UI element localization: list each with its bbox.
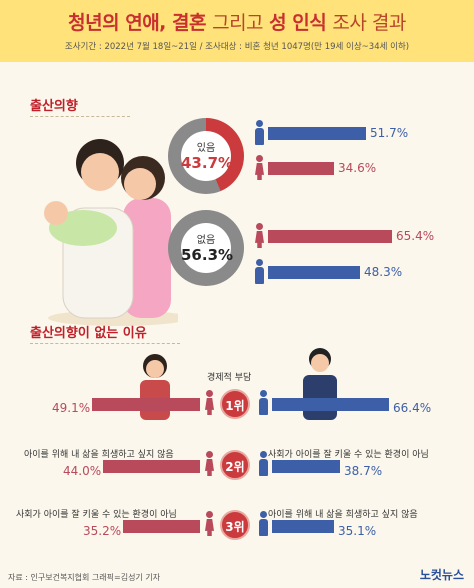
survey-info: 조사기간 : 2022년 7월 18일~21일 / 조사대상 : 비혼 청년 1… [64, 42, 410, 52]
title-main: 청년의 연애, 결혼 [68, 12, 206, 34]
value-no-female: 65.4% [396, 229, 435, 243]
donut-no-label: 없음 [196, 235, 216, 246]
bar-yes-male [268, 127, 366, 140]
header-banner: 청년의 연애, 결혼 그리고 성 인식 조사 결과 조사기간 : 2022년 7… [0, 0, 474, 62]
rank-1-badge: 1위 [220, 389, 250, 419]
value-yes-female: 34.6% [338, 161, 377, 175]
male-icon [257, 451, 269, 477]
section-divider [30, 116, 130, 117]
reason-2-female-label: 아이를 위해 내 삶을 희생하고 싶지 않음 [24, 450, 174, 460]
value-no-male: 48.3% [364, 265, 403, 279]
page-title: 청년의 연애, 결혼 그리고 성 인식 조사 결과 [0, 8, 474, 35]
bar-reason-1-female [92, 398, 200, 411]
woman-illustration [140, 354, 170, 420]
bar-reason-2-female [103, 460, 200, 473]
male-icon [257, 390, 269, 416]
rank-2-badge: 2위 [220, 450, 250, 480]
value-reason-3-female: 35.2% [83, 524, 122, 538]
donut-chart-no: 없음 56.3% [168, 210, 244, 286]
female-icon [203, 390, 215, 416]
value-reason-2-female: 44.0% [63, 464, 102, 478]
section-title-birth-intention: 출산의향 [30, 99, 78, 114]
bar-yes-female [268, 162, 334, 175]
donut-yes-value: 43.7% [181, 154, 234, 172]
donut-chart-yes: 있음 43.7% [168, 118, 244, 194]
title-suffix: 조사 결과 [332, 12, 406, 34]
bar-no-female [268, 230, 392, 243]
rank-3-badge: 3위 [220, 510, 250, 540]
female-icon [253, 223, 265, 249]
value-reason-3-male: 35.1% [338, 524, 377, 538]
bar-no-male [268, 266, 360, 279]
bar-reason-2-male [272, 460, 340, 473]
value-reason-2-male: 38.7% [344, 464, 383, 478]
section-divider [30, 343, 180, 344]
donut-no-value: 56.3% [181, 246, 234, 264]
female-icon [253, 155, 265, 181]
title-main-2: 성 인식 [269, 12, 327, 34]
male-icon [253, 259, 265, 285]
female-icon [203, 451, 215, 477]
title-connector: 그리고 [212, 12, 264, 34]
value-reason-1-male: 66.4% [393, 401, 432, 415]
reason-3-female-label: 사회가 아이를 잘 키울 수 있는 환경이 아님 [16, 510, 177, 520]
value-yes-male: 51.7% [370, 126, 409, 140]
reason-2-male-label: 사회가 아이를 잘 키울 수 있는 환경이 아님 [268, 450, 429, 460]
value-reason-1-female: 49.1% [52, 401, 91, 415]
male-icon [253, 120, 265, 146]
publisher-logo: 노컷뉴스 [419, 568, 464, 582]
female-icon [203, 511, 215, 537]
source-credit: 자료 : 인구보건복지협회 그래픽=김성기 기자 [8, 573, 161, 582]
reason-3-male-label: 아이를 위해 내 삶을 희생하고 싶지 않음 [268, 510, 418, 520]
family-illustration [44, 139, 178, 326]
bar-reason-3-male [272, 520, 334, 533]
bar-reason-1-male [272, 398, 389, 411]
section-title-reasons: 출산의향이 없는 이유 [30, 326, 147, 341]
donut-yes-label: 있음 [196, 143, 216, 154]
reason-1-label: 경제적 부담 [207, 373, 252, 383]
male-icon [257, 511, 269, 537]
bar-reason-3-female [123, 520, 200, 533]
